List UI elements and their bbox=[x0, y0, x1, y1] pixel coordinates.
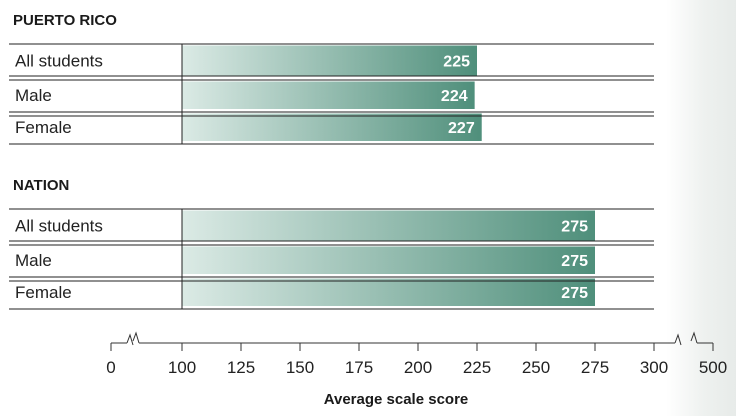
tick-label: 125 bbox=[227, 358, 255, 377]
tick-label: 0 bbox=[106, 358, 115, 377]
data-label: 224 bbox=[441, 88, 468, 105]
tick-label: 100 bbox=[168, 358, 196, 377]
group-title: NATION bbox=[13, 177, 69, 194]
data-label: 227 bbox=[448, 120, 475, 137]
category-label: Male bbox=[15, 251, 52, 270]
data-label: 275 bbox=[561, 253, 588, 270]
bar bbox=[182, 81, 475, 109]
category-label: Male bbox=[15, 86, 52, 105]
category-label: Female bbox=[15, 283, 72, 302]
category-label: All students bbox=[15, 52, 103, 71]
tick-label: 500 bbox=[699, 358, 727, 377]
bar bbox=[182, 210, 595, 241]
tick-label: 200 bbox=[404, 358, 432, 377]
data-label: 275 bbox=[561, 285, 588, 302]
bar bbox=[182, 45, 477, 76]
bar bbox=[182, 113, 482, 141]
tick-label: 300 bbox=[640, 358, 668, 377]
group-title: PUERTO RICO bbox=[13, 12, 117, 29]
bar bbox=[182, 246, 595, 274]
tick-label: 225 bbox=[463, 358, 491, 377]
tick-label: 175 bbox=[345, 358, 373, 377]
tick-label: 150 bbox=[286, 358, 314, 377]
category-label: All students bbox=[15, 217, 103, 236]
axis-break bbox=[674, 333, 682, 346]
axis-break bbox=[690, 331, 698, 344]
background-fade bbox=[666, 0, 736, 416]
bar-group: PUERTO RICO All students 225 Male 224 Female 2… bbox=[9, 12, 654, 145]
data-label: 225 bbox=[443, 54, 470, 71]
bar-group: NATION All students 275 Male 275 Female 275 bbox=[9, 177, 654, 310]
tick-label: 250 bbox=[522, 358, 550, 377]
axis-break bbox=[132, 331, 140, 344]
tick-label: 275 bbox=[581, 358, 609, 377]
x-axis-label: Average scale score bbox=[324, 391, 469, 408]
bar bbox=[182, 278, 595, 306]
data-label: 275 bbox=[561, 219, 588, 236]
axis-break bbox=[126, 333, 134, 346]
category-label: Female bbox=[15, 118, 72, 137]
